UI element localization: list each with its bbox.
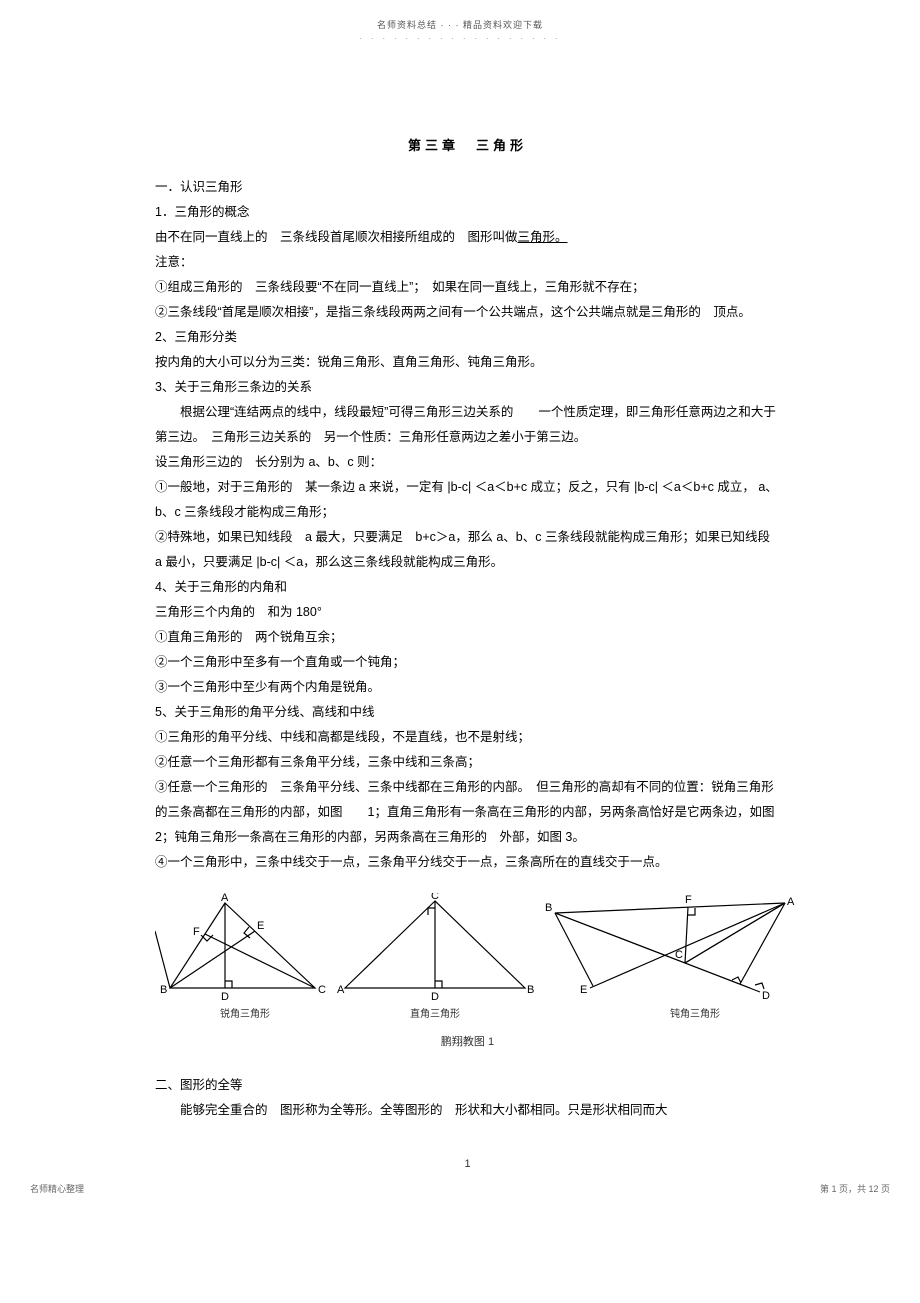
label-C: C — [431, 893, 439, 902]
s1-p1: 1．三角形的概念 — [155, 200, 780, 225]
s1-p22: ④一个三角形中，三条中线交于一点，三条角平分线交于一点，三条高所在的直线交于一点… — [155, 850, 780, 875]
obtuse-triangle-svg: B A C D E F — [535, 893, 795, 1003]
section-1-heading: 一．认识三角形 — [155, 175, 780, 200]
s1-p4: ①组成三角形的 三条线段要“不在同一直线上”； 如果在同一直线上，三角形就不存在… — [155, 275, 780, 300]
label-B: B — [527, 984, 534, 996]
header-top-text: 名师资料总结 · · · 精品资料欢迎下载 — [0, 0, 920, 31]
figure-row: A B C D E F 锐角三角形 — [155, 893, 780, 1025]
acute-triangle-svg: A B C D E F — [155, 893, 335, 1003]
s1-p13: 4、关于三角形的内角和 — [155, 575, 780, 600]
s1-p9: 根据公理“连结两点的线中，线段最短”可得三角形三边关系的 一个性质定理，即三角形… — [155, 400, 780, 450]
figure-main-caption: 鹏翔教图 1 — [155, 1031, 780, 1053]
s1-p8: 3、关于三角形三条边的关系 — [155, 375, 780, 400]
section-2-heading: 二、图形的全等 — [155, 1073, 780, 1098]
label-D: D — [762, 990, 770, 1002]
caption-acute: 锐角三角形 — [155, 1005, 335, 1025]
s1-p5: ②三条线段“首尾是顺次相接”，是指三条线段两两之间有一个公共端点，这个公共端点就… — [155, 300, 780, 325]
figure-obtuse: B A C D E F 钝角三角形 — [535, 893, 795, 1025]
label-A: A — [221, 893, 229, 904]
s1-p16: ②一个三角形中至多有一个直角或一个钝角； — [155, 650, 780, 675]
label-C: C — [318, 984, 326, 996]
label-F: F — [193, 926, 200, 938]
chapter-title: 第三章 三角形 — [155, 133, 780, 159]
label-D: D — [431, 991, 439, 1003]
s1-p2: 由不在同一直线上的 三条线段首尾顺次相接所组成的 图形叫做三角形。 — [155, 225, 780, 250]
s1-p6: 2、三角形分类 — [155, 325, 780, 350]
label-F: F — [685, 894, 692, 906]
caption-obtuse: 钝角三角形 — [595, 1005, 795, 1025]
label-B: B — [160, 984, 167, 996]
footer-right: 第 1 页，共 12 页 — [820, 1182, 890, 1195]
s1-p19: ①三角形的角平分线、中线和高都是线段，不是直线，也不是射线； — [155, 725, 780, 750]
label-C: C — [675, 949, 683, 961]
s1-p20: ②任意一个三角形都有三条角平分线，三条中线和三条高； — [155, 750, 780, 775]
s1-p12: ②特殊地，如果已知线段 a 最大，只要满足 b+c＞a，那么 a、b、c 三条线… — [155, 525, 780, 575]
right-triangle-svg: C A B D — [335, 893, 535, 1003]
s1-p10: 设三角形三边的 长分别为 a、b、c 则： — [155, 450, 780, 475]
s1-p2-underline: 三角形。 — [518, 230, 568, 244]
s2-p1: 能够完全重合的 图形称为全等形。全等图形的 形状和大小都相同。只是形状相同而大 — [155, 1098, 780, 1123]
label-D: D — [221, 991, 229, 1003]
document-body: 第三章 三角形 一．认识三角形 1．三角形的概念 由不在同一直线上的 三条线段首… — [0, 43, 920, 1215]
figure-right: C A B D 直角三角形 — [335, 893, 535, 1025]
figure-acute: A B C D E F 锐角三角形 — [155, 893, 335, 1025]
label-A: A — [337, 984, 345, 996]
label-A: A — [787, 896, 795, 908]
footer-left: 名师精心整理 — [30, 1182, 84, 1195]
s1-p7: 按内角的大小可以分为三类：锐角三角形、直角三角形、钝角三角形。 — [155, 350, 780, 375]
s1-p2-text: 由不在同一直线上的 三条线段首尾顺次相接所组成的 图形叫做 — [155, 230, 518, 244]
s1-p3: 注意： — [155, 250, 780, 275]
label-E: E — [257, 920, 264, 932]
caption-right: 直角三角形 — [335, 1005, 535, 1025]
s1-p17: ③一个三角形中至少有两个内角是锐角。 — [155, 675, 780, 700]
label-E: E — [580, 984, 587, 996]
s1-p21: ③任意一个三角形的 三条角平分线、三条中线都在三角形的内部。 但三角形的高却有不… — [155, 775, 780, 850]
page-number: 1 — [155, 1153, 780, 1175]
label-B: B — [545, 902, 552, 914]
s1-p14: 三角形三个内角的 和为 180° — [155, 600, 780, 625]
header-dots: · · · · · · · · · · · · · · · · · · — [0, 33, 920, 43]
s1-p18: 5、关于三角形的角平分线、高线和中线 — [155, 700, 780, 725]
s1-p11: ①一般地，对于三角形的 某一条边 a 来说，一定有 |b-c| ＜a＜b+c 成… — [155, 475, 780, 525]
s1-p15: ①直角三角形的 两个锐角互余； — [155, 625, 780, 650]
